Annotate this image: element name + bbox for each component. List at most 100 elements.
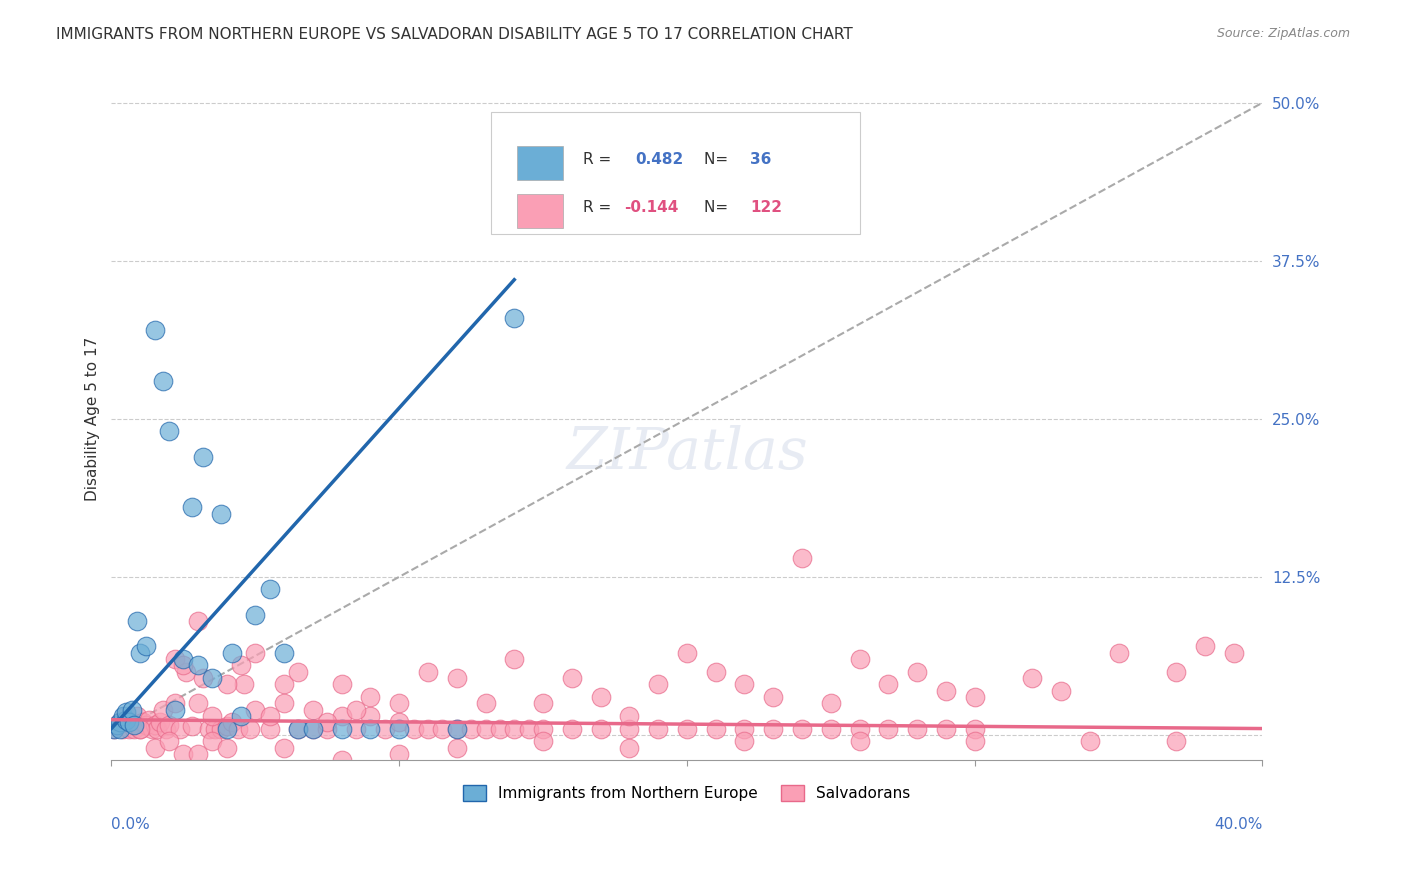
Point [273, 646, 295, 660]
Point [114, 705, 136, 719]
Point [359, 709, 381, 723]
Point [619, 709, 641, 723]
Text: IMMIGRANTS FROM NORTHERN EUROPE VS SALVADORAN DISABILITY AGE 5 TO 17 CORRELATION: IMMIGRANTS FROM NORTHERN EUROPE VS SALVA… [56, 27, 853, 42]
Point [155, 722, 177, 736]
Point [157, 425, 180, 439]
Text: Source: ZipAtlas.com: Source: ZipAtlas.com [1216, 27, 1350, 40]
Point [174, 665, 197, 679]
Point [124, 718, 146, 732]
Point [460, 722, 482, 736]
Point [820, 722, 842, 736]
Bar [516, 194, 562, 227]
Point [302, 703, 325, 717]
Point [790, 722, 813, 736]
Point [432, 722, 454, 736]
Point [474, 722, 496, 736]
Point [273, 677, 295, 691]
Point [221, 715, 243, 730]
Point [103, 722, 125, 736]
Text: R =: R = [583, 152, 616, 167]
Point [238, 722, 260, 736]
Point [647, 677, 669, 691]
Point [316, 722, 339, 736]
Point [209, 507, 232, 521]
Text: 122: 122 [751, 200, 782, 215]
Point [446, 722, 468, 736]
Point [330, 753, 353, 767]
Point [734, 677, 756, 691]
Point [201, 671, 224, 685]
Point [287, 722, 309, 736]
Point [619, 740, 641, 755]
Point [287, 665, 309, 679]
Point [172, 658, 194, 673]
Point [209, 722, 232, 736]
Point [143, 323, 166, 337]
Point [221, 646, 243, 660]
Point [905, 665, 928, 679]
Point [215, 740, 238, 755]
Point [259, 582, 281, 597]
Point [1166, 665, 1188, 679]
Point [129, 646, 152, 660]
Point [619, 722, 641, 736]
Point [105, 718, 128, 732]
Point [446, 722, 468, 736]
Point [215, 719, 238, 733]
Point [232, 677, 254, 691]
Point [193, 671, 215, 685]
Point [820, 696, 842, 710]
Point [273, 740, 295, 755]
Point [330, 709, 353, 723]
Point [245, 646, 267, 660]
Point [446, 671, 468, 685]
Point [273, 696, 295, 710]
Point [108, 722, 131, 736]
Point [129, 722, 152, 736]
Point [152, 703, 174, 717]
Point [963, 722, 986, 736]
Point [103, 722, 125, 736]
Point [489, 722, 512, 736]
Point [201, 709, 224, 723]
Point [561, 671, 583, 685]
Point [647, 722, 669, 736]
Point [416, 722, 439, 736]
Point [1194, 640, 1216, 654]
Point [762, 722, 785, 736]
Point [172, 652, 194, 666]
Point [963, 690, 986, 704]
Point [877, 722, 900, 736]
Text: N=: N= [704, 152, 733, 167]
Point [877, 677, 900, 691]
Point [114, 713, 136, 727]
Point [359, 722, 381, 736]
Point [517, 722, 540, 736]
Point [734, 734, 756, 748]
Point [138, 713, 160, 727]
Point [963, 734, 986, 748]
Point [118, 722, 141, 736]
Legend: Immigrants from Northern Europe, Salvadorans: Immigrants from Northern Europe, Salvado… [457, 779, 917, 807]
Point [302, 722, 325, 736]
Point [446, 740, 468, 755]
Point [531, 722, 554, 736]
Point [848, 652, 870, 666]
Point [108, 715, 131, 730]
Point [1222, 646, 1244, 660]
Point [135, 640, 157, 654]
Point [181, 719, 204, 733]
Text: -0.144: -0.144 [624, 200, 678, 215]
Point [163, 652, 186, 666]
Point [187, 696, 209, 710]
Point [118, 715, 141, 730]
Text: 0.482: 0.482 [636, 152, 683, 167]
Point [503, 652, 526, 666]
Point [124, 722, 146, 736]
Point [108, 715, 131, 730]
FancyBboxPatch shape [491, 112, 859, 235]
Text: 36: 36 [751, 152, 772, 167]
Text: 40.0%: 40.0% [1215, 817, 1263, 832]
Point [704, 722, 727, 736]
Point [146, 722, 169, 736]
